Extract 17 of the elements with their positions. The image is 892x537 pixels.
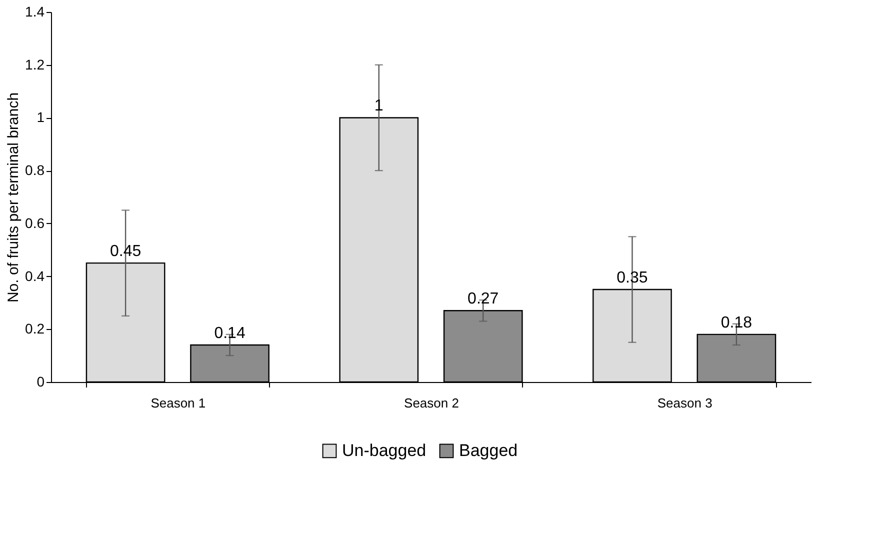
y-tick-label: 0.2 bbox=[25, 320, 45, 337]
data-label: 0.27 bbox=[468, 290, 499, 308]
y-axis-title: No. of fruits per terminal branch bbox=[5, 92, 22, 303]
y-tick-label: 0 bbox=[36, 374, 45, 390]
y-tick-label: 1.2 bbox=[25, 56, 45, 72]
y-tick-label: 1.4 bbox=[25, 4, 45, 20]
y-tick-label: 0.4 bbox=[25, 268, 45, 284]
data-label: 0.18 bbox=[720, 314, 752, 332]
legend-label: Bagged bbox=[459, 440, 518, 460]
x-tick-label: Season 3 bbox=[657, 396, 712, 410]
y-tick-label: 1 bbox=[36, 109, 45, 126]
x-tick-label: Season 1 bbox=[150, 396, 206, 410]
y-tick-label: 0.6 bbox=[25, 214, 45, 231]
legend-label: Un-bagged bbox=[342, 440, 426, 460]
x-tick-label: Season 2 bbox=[404, 396, 459, 410]
data-label: 0.14 bbox=[214, 325, 246, 342]
y-tick-label: 0.8 bbox=[25, 162, 45, 178]
